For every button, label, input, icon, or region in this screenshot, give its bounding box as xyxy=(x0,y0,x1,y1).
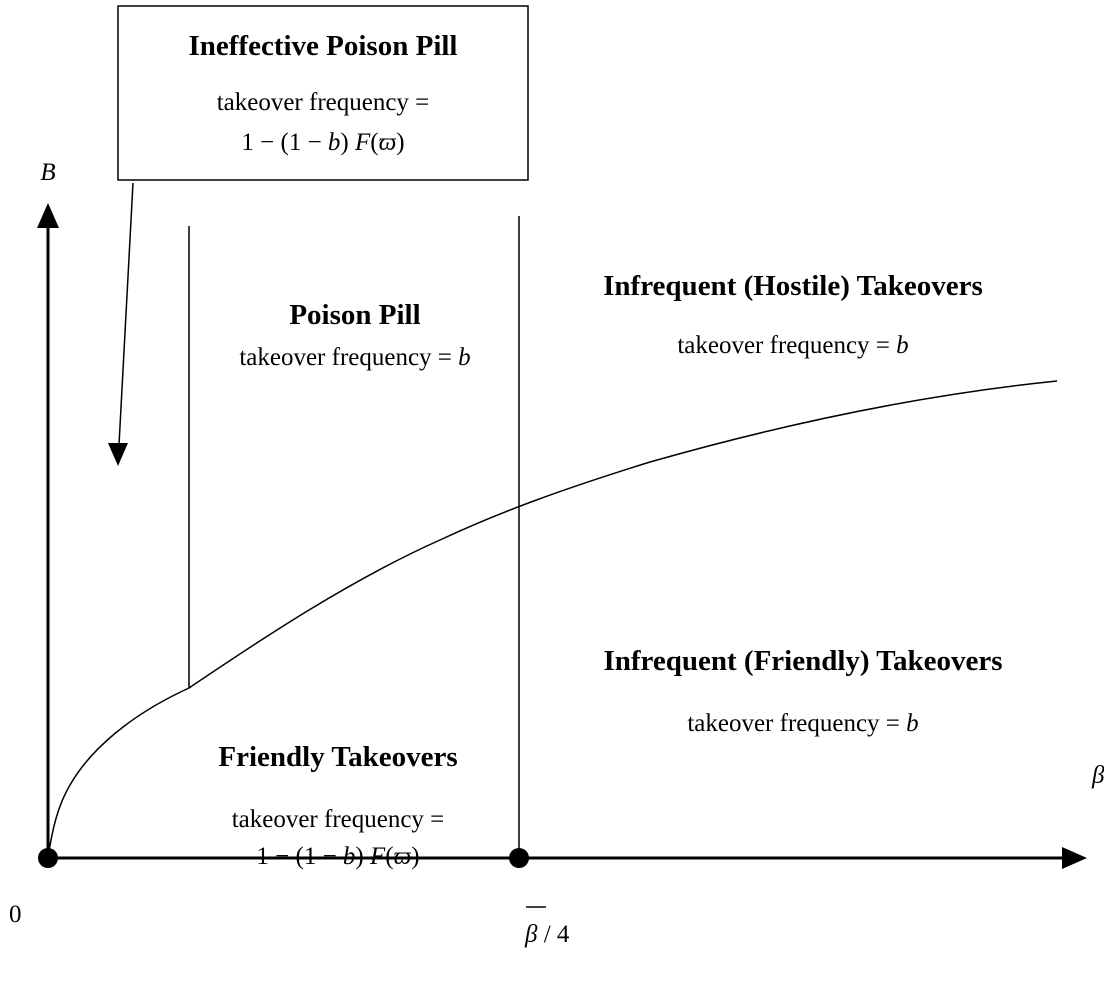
text-segment: ϖ xyxy=(394,843,412,870)
region-text: takeover frequency = b xyxy=(687,710,918,737)
y-axis-label: B xyxy=(40,159,55,186)
text-segment: / 4 xyxy=(537,921,569,948)
region-text: takeover frequency = b xyxy=(239,344,470,371)
x-arrowhead xyxy=(1062,847,1087,869)
region-title: Infrequent (Friendly) Takeovers xyxy=(603,645,1002,677)
region-title: Ineffective Poison Pill xyxy=(188,30,457,62)
origin-label: 0 xyxy=(9,901,22,928)
text-segment: 1 − (1 − xyxy=(241,129,328,156)
text-segment: ( xyxy=(385,843,393,870)
text-segment: ) xyxy=(396,129,404,156)
curve xyxy=(47,380,1058,859)
text-segment: F xyxy=(354,129,371,156)
text-segment: F xyxy=(369,843,386,870)
text-segment: takeover frequency = xyxy=(677,332,896,359)
text-segment: b xyxy=(343,843,356,870)
callout-arrowhead xyxy=(108,443,128,466)
text-segment: ( xyxy=(370,129,378,156)
text-segment: ϖ xyxy=(379,129,397,156)
text-segment: b xyxy=(328,129,341,156)
origin-dot xyxy=(38,848,58,868)
box-text: takeover frequency = xyxy=(217,89,430,116)
text-segment: takeover frequency = xyxy=(217,89,430,116)
text-segment: ) xyxy=(355,843,370,870)
region-text: takeover frequency = xyxy=(232,806,445,833)
y-arrowhead xyxy=(37,203,59,228)
text-segment: 1 − (1 − xyxy=(256,843,343,870)
callout-arrow xyxy=(118,182,134,446)
region-text: takeover frequency = b xyxy=(677,332,908,359)
text-segment: takeover frequency = xyxy=(687,710,906,737)
text-segment: takeover frequency = xyxy=(232,806,445,833)
region-title: Friendly Takeovers xyxy=(218,741,457,773)
text-segment: ) xyxy=(340,129,355,156)
x-tick-label: β / 4 xyxy=(524,921,570,948)
text-segment: β xyxy=(524,921,538,948)
text-segment: b xyxy=(896,332,909,359)
text-segment: b xyxy=(906,710,919,737)
text-segment: ) xyxy=(411,843,419,870)
threshold-dot xyxy=(509,848,529,868)
x-axis-label: β xyxy=(1091,762,1104,789)
text-segment: b xyxy=(458,344,471,371)
region-title: Poison Pill xyxy=(289,299,420,331)
region-text: 1 − (1 − b) F(ϖ) xyxy=(256,843,419,870)
text-segment: takeover frequency = xyxy=(239,344,458,371)
box-text: 1 − (1 − b) F(ϖ) xyxy=(241,129,404,156)
callout-box xyxy=(117,5,529,181)
region-title: Infrequent (Hostile) Takeovers xyxy=(603,270,983,302)
